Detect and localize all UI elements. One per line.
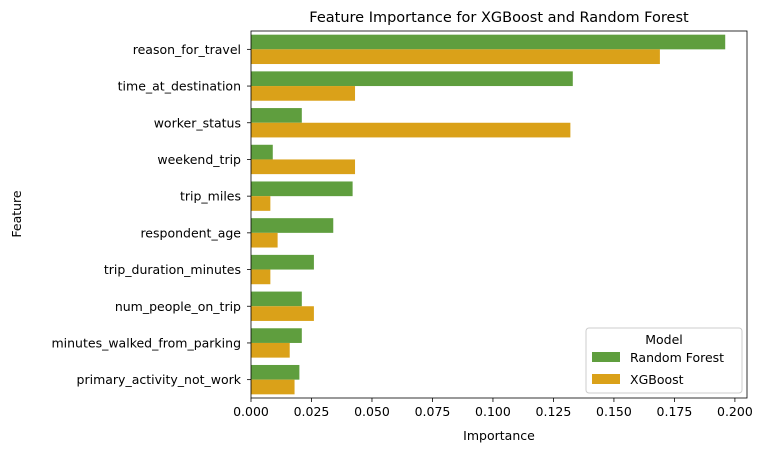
legend-swatch-random-forest bbox=[592, 352, 620, 362]
bar-xgboost-num-people-on-trip bbox=[251, 306, 314, 321]
bar-xgboost-reason-for-travel bbox=[251, 49, 660, 65]
bar-random-forest-trip-duration-minutes bbox=[251, 254, 314, 270]
bar-xgboost-minutes-walked-from-parking bbox=[251, 342, 290, 358]
bar-xgboost-weekend-trip bbox=[251, 159, 356, 175]
x-tick-label-5: 0.125 bbox=[536, 404, 572, 419]
bar-random-forest-trip-miles bbox=[251, 181, 353, 197]
category-label-weekend-trip: weekend_trip bbox=[157, 152, 241, 167]
legend-title: Model bbox=[645, 332, 683, 347]
category-label-primary-activity-not-work: primary_activity_not_work bbox=[77, 372, 242, 387]
bar-random-forest-minutes-walked-from-parking bbox=[251, 328, 302, 343]
x-tick-label-0: 0.000 bbox=[233, 404, 269, 419]
category-label-minutes-walked-from-parking: minutes_walked_from_parking bbox=[51, 335, 241, 350]
bar-xgboost-time-at-destination bbox=[251, 86, 356, 101]
x-tick-label-7: 0.175 bbox=[657, 404, 693, 419]
bar-xgboost-worker-status bbox=[251, 122, 571, 138]
bar-xgboost-trip-duration-minutes bbox=[251, 269, 271, 285]
x-axis-ticks: 0.000 0.025 0.050 0.075 0.100 0.125 0.150 0.175… bbox=[233, 398, 753, 419]
bar-xgboost-respondent-age bbox=[251, 232, 278, 248]
bar-xgboost-primary-activity-not-work bbox=[251, 379, 295, 395]
x-tick-label-6: 0.150 bbox=[596, 404, 632, 419]
x-tick-label-4: 0.100 bbox=[475, 404, 511, 419]
bar-random-forest-primary-activity-not-work bbox=[251, 364, 300, 380]
category-label-worker-status: worker_status bbox=[154, 115, 241, 130]
x-tick-label-8: 0.200 bbox=[717, 404, 753, 419]
category-label-trip-miles: trip_miles bbox=[180, 189, 241, 204]
bar-random-forest-weekend-trip bbox=[251, 144, 273, 160]
plot-frame bbox=[250, 30, 748, 399]
category-label-time-at-destination: time_at_destination bbox=[118, 79, 241, 94]
legend: Model Random Forest XGBoost bbox=[585, 327, 743, 394]
category-label-trip-duration-minutes: trip_duration_minutes bbox=[104, 262, 241, 277]
legend-label-random-forest: Random Forest bbox=[630, 350, 724, 365]
y-axis-title: Feature bbox=[9, 190, 24, 238]
bar-random-forest-time-at-destination bbox=[251, 71, 573, 87]
bar-random-forest-num-people-on-trip bbox=[251, 291, 302, 307]
bar-random-forest-worker-status bbox=[251, 108, 302, 123]
legend-label-xgboost: XGBoost bbox=[630, 372, 684, 387]
bar-xgboost-trip-miles bbox=[251, 196, 271, 211]
bar-random-forest-respondent-age bbox=[251, 218, 334, 233]
category-label-reason-for-travel: reason_for_travel bbox=[133, 42, 241, 57]
x-tick-label-3: 0.075 bbox=[415, 404, 451, 419]
category-label-num-people-on-trip: num_people_on_trip bbox=[115, 299, 241, 314]
x-axis-title: Importance bbox=[463, 428, 535, 443]
legend-swatch-xgboost bbox=[592, 374, 620, 384]
chart-title: Feature Importance for XGBoost and Rando… bbox=[309, 10, 689, 26]
bars-group bbox=[251, 34, 726, 395]
x-tick-label-2: 0.050 bbox=[354, 404, 390, 419]
category-labels: reason_for_travel time_at_destinationwork… bbox=[51, 42, 251, 387]
x-tick-label-1: 0.025 bbox=[294, 404, 330, 419]
bar-random-forest-reason-for-travel bbox=[251, 34, 726, 50]
legend-box bbox=[585, 327, 743, 394]
category-label-respondent-age: respondent_age bbox=[140, 225, 241, 240]
